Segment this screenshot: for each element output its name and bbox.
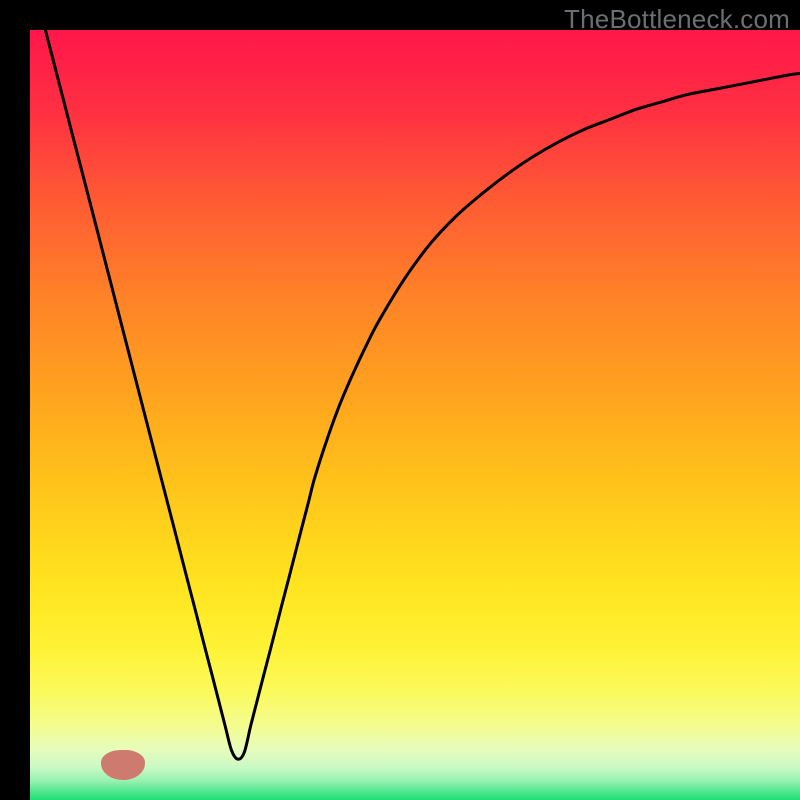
curve-layer [30, 30, 800, 800]
plot-area [30, 30, 800, 800]
bottleneck-curve [45, 30, 800, 759]
watermark-text: TheBottleneck.com [564, 4, 790, 35]
bottleneck-chart: TheBottleneck.com [0, 0, 800, 800]
